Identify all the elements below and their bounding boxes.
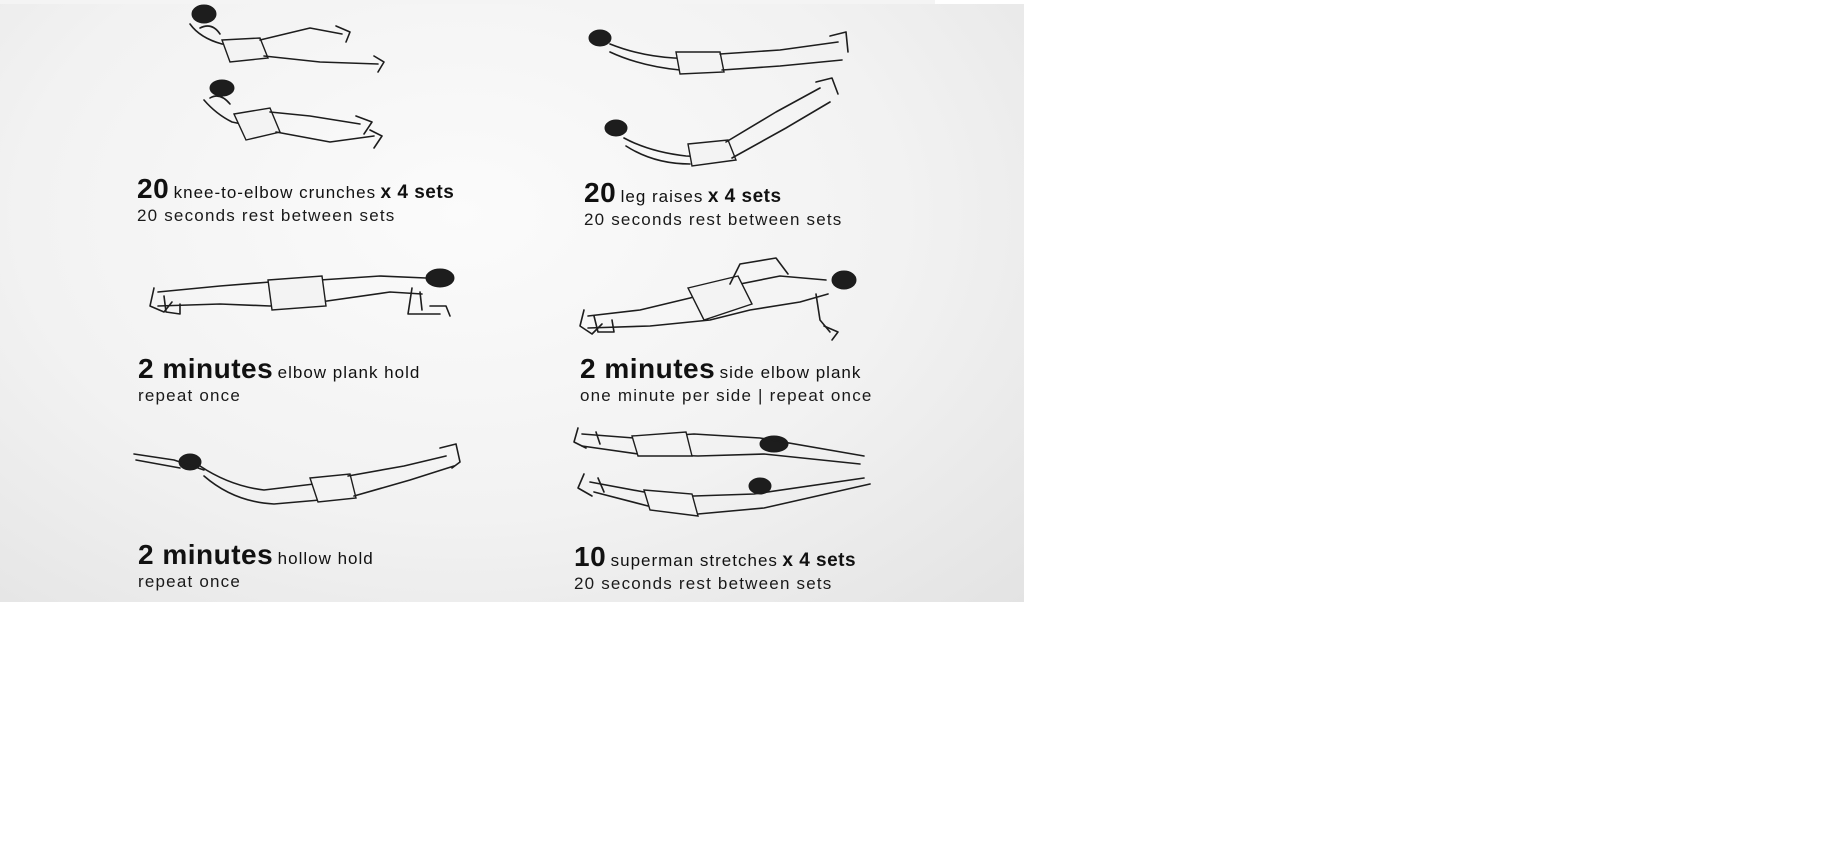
rep-count: 20	[137, 173, 170, 204]
caption-knee-to-elbow: 20 knee-to-elbow crunches x 4 sets 20 se…	[137, 174, 454, 226]
exercise-name: elbow plank hold	[277, 363, 421, 382]
rep-count: 20	[584, 177, 617, 208]
duration: 2 minutes	[138, 539, 274, 570]
caption-leg-raises: 20 leg raises x 4 sets 20 seconds rest b…	[584, 178, 843, 230]
repeat-note: one minute per side | repeat once	[580, 386, 873, 406]
caption-elbow-plank: 2 minutes elbow plank hold repeat once	[138, 354, 420, 406]
exercise-name: side elbow plank	[719, 363, 862, 382]
set-count: x 4 sets	[782, 550, 857, 571]
exercise-name: knee-to-elbow crunches	[173, 183, 377, 202]
caption-hollow-hold: 2 minutes hollow hold repeat once	[138, 540, 374, 592]
repeat-note: repeat once	[138, 572, 241, 592]
workout-poster: 20 knee-to-elbow crunches x 4 sets 20 se…	[0, 4, 1024, 602]
set-count: x 4 sets	[707, 186, 782, 207]
caption-superman: 10 superman stretches x 4 sets 20 second…	[574, 542, 856, 594]
rep-count: 10	[574, 541, 607, 572]
exercise-name: leg raises	[620, 187, 704, 206]
set-count: x 4 sets	[380, 182, 455, 203]
top-strip	[0, 0, 935, 4]
caption-side-elbow-plank: 2 minutes side elbow plank one minute pe…	[580, 354, 873, 406]
leg-raise-illustration	[580, 22, 880, 177]
exercise-name: hollow hold	[277, 549, 374, 568]
rest-note: 20 seconds rest between sets	[574, 574, 833, 594]
elbow-plank-illustration	[149, 262, 470, 337]
duration: 2 minutes	[580, 353, 716, 384]
exercise-name: superman stretches	[610, 551, 778, 570]
superman-stretch-illustration	[573, 424, 884, 529]
rest-note: 20 seconds rest between sets	[584, 210, 843, 230]
hollow-hold-illustration	[133, 440, 474, 525]
rest-note: 20 seconds rest between sets	[137, 206, 396, 226]
duration: 2 minutes	[138, 353, 274, 384]
repeat-note: repeat once	[138, 386, 241, 406]
side-elbow-plank-illustration	[579, 254, 880, 349]
knee-to-elbow-crunch-illustration	[160, 4, 400, 169]
